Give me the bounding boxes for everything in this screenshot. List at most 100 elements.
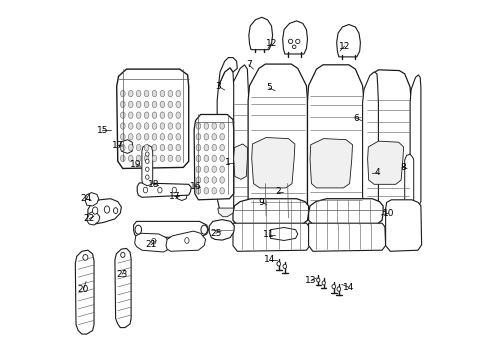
Text: 21: 21 bbox=[145, 240, 156, 249]
Polygon shape bbox=[309, 139, 352, 188]
Text: 13: 13 bbox=[305, 276, 316, 285]
Ellipse shape bbox=[211, 155, 216, 162]
Ellipse shape bbox=[128, 144, 133, 151]
Text: 3: 3 bbox=[215, 82, 221, 91]
Ellipse shape bbox=[168, 155, 172, 162]
Polygon shape bbox=[209, 220, 234, 240]
Ellipse shape bbox=[144, 101, 149, 108]
Ellipse shape bbox=[196, 134, 201, 140]
Ellipse shape bbox=[152, 123, 157, 129]
Ellipse shape bbox=[136, 90, 141, 97]
Ellipse shape bbox=[152, 101, 157, 108]
Polygon shape bbox=[137, 183, 191, 197]
Ellipse shape bbox=[145, 167, 149, 171]
Polygon shape bbox=[218, 208, 233, 217]
Text: 6: 6 bbox=[352, 113, 358, 122]
Polygon shape bbox=[115, 248, 131, 328]
Text: 25: 25 bbox=[209, 229, 221, 238]
Ellipse shape bbox=[143, 187, 147, 193]
Text: 7: 7 bbox=[245, 60, 251, 69]
Ellipse shape bbox=[196, 144, 201, 151]
Ellipse shape bbox=[160, 123, 164, 129]
Ellipse shape bbox=[220, 123, 224, 129]
Ellipse shape bbox=[168, 112, 172, 118]
Polygon shape bbox=[269, 228, 297, 240]
Polygon shape bbox=[308, 199, 382, 226]
Ellipse shape bbox=[201, 225, 207, 234]
Ellipse shape bbox=[160, 101, 164, 108]
Ellipse shape bbox=[331, 284, 335, 289]
Polygon shape bbox=[409, 75, 420, 208]
Ellipse shape bbox=[120, 155, 125, 162]
Text: 23: 23 bbox=[116, 270, 127, 279]
Ellipse shape bbox=[136, 134, 141, 140]
Polygon shape bbox=[88, 199, 121, 224]
Ellipse shape bbox=[144, 123, 149, 129]
Ellipse shape bbox=[220, 155, 224, 162]
Text: 14: 14 bbox=[343, 283, 354, 292]
Polygon shape bbox=[120, 140, 133, 153]
Ellipse shape bbox=[176, 90, 180, 97]
Polygon shape bbox=[142, 145, 152, 186]
Ellipse shape bbox=[168, 134, 172, 140]
Polygon shape bbox=[282, 21, 307, 54]
Ellipse shape bbox=[92, 207, 98, 214]
Polygon shape bbox=[230, 65, 248, 216]
Ellipse shape bbox=[144, 90, 149, 97]
Ellipse shape bbox=[128, 101, 133, 108]
Ellipse shape bbox=[211, 188, 216, 194]
Ellipse shape bbox=[196, 166, 201, 172]
Ellipse shape bbox=[144, 155, 149, 162]
Ellipse shape bbox=[128, 155, 133, 162]
Ellipse shape bbox=[220, 166, 224, 172]
Ellipse shape bbox=[160, 144, 164, 151]
Ellipse shape bbox=[292, 45, 295, 49]
Ellipse shape bbox=[120, 144, 125, 151]
Ellipse shape bbox=[145, 152, 149, 156]
Ellipse shape bbox=[220, 134, 224, 140]
Ellipse shape bbox=[295, 39, 299, 44]
Ellipse shape bbox=[211, 144, 216, 151]
Ellipse shape bbox=[120, 123, 125, 129]
Ellipse shape bbox=[152, 134, 157, 140]
Ellipse shape bbox=[120, 112, 125, 118]
Ellipse shape bbox=[176, 134, 180, 140]
Ellipse shape bbox=[203, 155, 208, 162]
Ellipse shape bbox=[152, 155, 157, 162]
Ellipse shape bbox=[203, 123, 208, 129]
Ellipse shape bbox=[196, 188, 201, 194]
Polygon shape bbox=[218, 58, 237, 86]
Polygon shape bbox=[133, 221, 208, 238]
Ellipse shape bbox=[160, 112, 164, 118]
Ellipse shape bbox=[276, 262, 280, 266]
Ellipse shape bbox=[283, 264, 286, 269]
Text: 1: 1 bbox=[225, 158, 231, 167]
Polygon shape bbox=[177, 190, 186, 201]
Text: 5: 5 bbox=[265, 83, 271, 92]
Ellipse shape bbox=[160, 134, 164, 140]
Ellipse shape bbox=[176, 123, 180, 129]
Ellipse shape bbox=[136, 155, 141, 162]
Ellipse shape bbox=[104, 206, 109, 213]
Polygon shape bbox=[336, 24, 360, 57]
Ellipse shape bbox=[176, 112, 180, 118]
Ellipse shape bbox=[160, 155, 164, 162]
Text: 15: 15 bbox=[96, 126, 108, 135]
Ellipse shape bbox=[151, 238, 156, 244]
Text: 17: 17 bbox=[112, 141, 123, 150]
Ellipse shape bbox=[168, 90, 172, 97]
Polygon shape bbox=[166, 231, 205, 251]
Polygon shape bbox=[134, 233, 170, 252]
Ellipse shape bbox=[203, 177, 208, 183]
Text: 14: 14 bbox=[264, 256, 275, 264]
Text: 22: 22 bbox=[83, 214, 94, 223]
Ellipse shape bbox=[136, 144, 141, 151]
Ellipse shape bbox=[203, 144, 208, 151]
Ellipse shape bbox=[121, 252, 125, 257]
Ellipse shape bbox=[128, 112, 133, 118]
Text: 16: 16 bbox=[190, 182, 201, 191]
Ellipse shape bbox=[168, 144, 172, 151]
Ellipse shape bbox=[144, 134, 149, 140]
Text: 12: 12 bbox=[265, 39, 277, 48]
Ellipse shape bbox=[128, 123, 133, 129]
